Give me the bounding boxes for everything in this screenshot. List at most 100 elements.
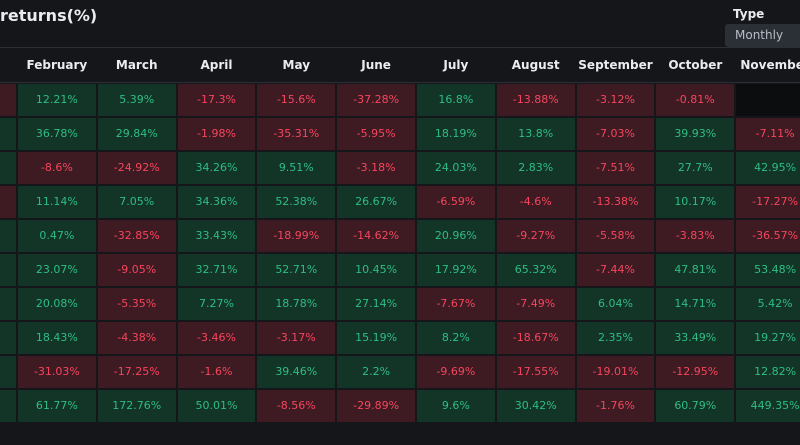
cropped-cell [0, 356, 16, 388]
return-cell: -4.38% [97, 322, 176, 354]
return-cell: -3.17% [257, 322, 336, 354]
return-cell: 39.46% [257, 356, 336, 388]
return-cell: -13.88% [496, 84, 575, 116]
return-cell: 34.36% [177, 186, 256, 218]
return-cell: -9.27% [496, 220, 575, 252]
return-cell: -17.27% [736, 186, 800, 218]
return-cell: -12.95% [656, 356, 735, 388]
return-cell: -1.6% [177, 356, 256, 388]
return-cell: 2.35% [576, 322, 655, 354]
return-cell: -15.6% [257, 84, 336, 116]
return-cell: -31.03% [18, 356, 96, 388]
column-header: February [26, 58, 88, 72]
cropped-cell [0, 118, 16, 150]
return-cell: 53.48% [736, 254, 800, 286]
cropped-cell [0, 390, 16, 422]
return-cell: -32.85% [97, 220, 176, 252]
return-cell: 16.8% [417, 84, 495, 116]
return-cell: -5.58% [576, 220, 655, 252]
return-cell: -24.92% [97, 152, 176, 184]
return-cell: -18.99% [257, 220, 336, 252]
return-cell: -37.28% [337, 84, 415, 116]
return-cell: -7.49% [496, 288, 575, 320]
return-cell: 20.96% [417, 220, 495, 252]
return-cell: 7.05% [97, 186, 176, 218]
cropped-cell [0, 322, 16, 354]
return-cell: -35.31% [257, 118, 336, 150]
return-cell: 2.83% [496, 152, 575, 184]
column-header: October [668, 58, 723, 72]
return-cell: -0.81% [656, 84, 735, 116]
return-cell: -5.95% [337, 118, 415, 150]
return-cell: 18.78% [257, 288, 336, 320]
return-cell: 15.19% [337, 322, 415, 354]
return-cell: 30.42% [496, 390, 575, 422]
return-cell: 13.8% [496, 118, 575, 150]
return-cell: -7.44% [576, 254, 655, 286]
return-cell: 32.71% [177, 254, 256, 286]
return-cell: -3.18% [337, 152, 415, 184]
return-cell: -3.83% [656, 220, 735, 252]
return-cell: -6.59% [417, 186, 495, 218]
type-dropdown[interactable]: Monthly [725, 24, 800, 47]
column-header: June [361, 58, 391, 72]
return-cell: -7.67% [417, 288, 495, 320]
return-cell: 12.82% [736, 356, 800, 388]
return-cell: -3.12% [576, 84, 655, 116]
return-cell: 18.19% [417, 118, 495, 150]
return-cell: -29.89% [337, 390, 415, 422]
return-cell: 12.21% [18, 84, 96, 116]
return-cell: 27.7% [656, 152, 735, 184]
return-cell: 20.08% [18, 288, 96, 320]
return-cell: -3.46% [177, 322, 256, 354]
cropped-cell [0, 84, 16, 116]
return-cell: 65.32% [496, 254, 575, 286]
return-cell: -9.05% [97, 254, 176, 286]
cropped-cell [0, 288, 16, 320]
return-cell: 5.42% [736, 288, 800, 320]
return-cell: 17.92% [417, 254, 495, 286]
return-cell: -4.6% [496, 186, 575, 218]
return-cell: 172.76% [97, 390, 176, 422]
return-cell: 24.03% [417, 152, 495, 184]
cropped-cell [0, 220, 16, 252]
column-header: August [511, 58, 560, 72]
return-cell: 10.45% [337, 254, 415, 286]
cropped-cell [0, 254, 16, 286]
return-cell: -9.69% [417, 356, 495, 388]
return-cell: 11.14% [18, 186, 96, 218]
return-cell: 8.2% [417, 322, 495, 354]
column-header: September [578, 58, 653, 72]
return-cell: 50.01% [177, 390, 256, 422]
return-cell: 47.81% [656, 254, 735, 286]
return-cell: -1.98% [177, 118, 256, 150]
cropped-cell [0, 152, 16, 184]
return-cell: 9.51% [257, 152, 336, 184]
return-cell: 52.71% [257, 254, 336, 286]
return-cell: -7.03% [576, 118, 655, 150]
return-cell: 10.17% [656, 186, 735, 218]
return-cell: -13.38% [576, 186, 655, 218]
return-cell: 36.78% [18, 118, 96, 150]
type-label: Type [733, 7, 765, 21]
title: returns(%) [0, 6, 98, 25]
return-cell: 7.27% [177, 288, 256, 320]
return-cell: 42.95% [736, 152, 800, 184]
return-cell: -8.56% [257, 390, 336, 422]
type-value[interactable]: Monthly [735, 28, 784, 42]
return-cell: -7.51% [576, 152, 655, 184]
return-cell: 52.38% [257, 186, 336, 218]
return-cell: -19.01% [576, 356, 655, 388]
return-cell: 14.71% [656, 288, 735, 320]
return-cell: -36.57% [736, 220, 800, 252]
return-cell: -17.3% [177, 84, 256, 116]
return-cell: -17.25% [97, 356, 176, 388]
return-cell: 34.26% [177, 152, 256, 184]
return-cell: -18.67% [496, 322, 575, 354]
return-cell: 61.77% [18, 390, 96, 422]
column-header: November [740, 58, 800, 72]
cropped-cell [0, 186, 16, 218]
return-cell: 18.43% [18, 322, 96, 354]
column-header: March [115, 58, 158, 72]
